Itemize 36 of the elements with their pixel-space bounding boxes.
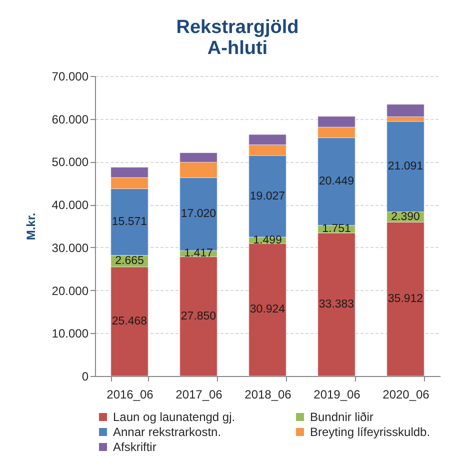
y-tick-label: 70.000 <box>52 70 89 84</box>
data-label: 20.449 <box>318 176 354 188</box>
y-axis-title: M.kr. <box>24 212 38 240</box>
legend-label: Laun og launatengd gj. <box>113 410 236 424</box>
chart-subtitle: A-hluti <box>207 38 268 59</box>
legend-label: Breyting lífeyrisskuldb. <box>310 425 430 439</box>
data-label: 25.468 <box>112 315 148 328</box>
chart-title: Rekstrargjöld <box>176 17 299 38</box>
data-label: 35.912 <box>388 293 424 306</box>
x-tick-label: 2018_06 <box>244 388 292 402</box>
data-label: 30.924 <box>250 304 286 316</box>
legend-label: Bundnir liðir <box>310 410 374 424</box>
y-tick-label: 0 <box>82 370 89 384</box>
y-tick-label: 60.000 <box>52 112 89 126</box>
data-label: 27.850 <box>180 310 216 322</box>
y-tick-label: 30.000 <box>52 240 89 255</box>
legend-label: Afskriftir <box>113 440 156 454</box>
data-label: 21.091 <box>388 160 424 173</box>
data-label: 1.499 <box>253 234 282 246</box>
x-tick-label: 2017_06 <box>176 388 223 402</box>
data-label: 1.751 <box>322 223 351 236</box>
data-label: 1.417 <box>184 248 213 260</box>
data-label: 2.665 <box>115 255 144 268</box>
y-tick-label: 20.000 <box>52 284 89 298</box>
x-tick-label: 2016_06 <box>106 388 154 402</box>
y-tick-label: 40.000 <box>52 198 89 212</box>
y-tick-label: 50.000 <box>52 155 89 170</box>
data-label: 19.027 <box>250 190 286 202</box>
data-label: 2.390 <box>391 210 420 223</box>
x-tick-label: 2019_06 <box>314 388 361 402</box>
legend-label: Annar rekstrarkostn. <box>113 425 222 439</box>
x-tick-label: 2020_06 <box>382 388 430 402</box>
data-label: 33.383 <box>318 298 354 310</box>
data-label: 15.571 <box>112 216 148 228</box>
data-label: 17.020 <box>180 208 216 220</box>
y-tick-label: 10.000 <box>52 326 89 341</box>
